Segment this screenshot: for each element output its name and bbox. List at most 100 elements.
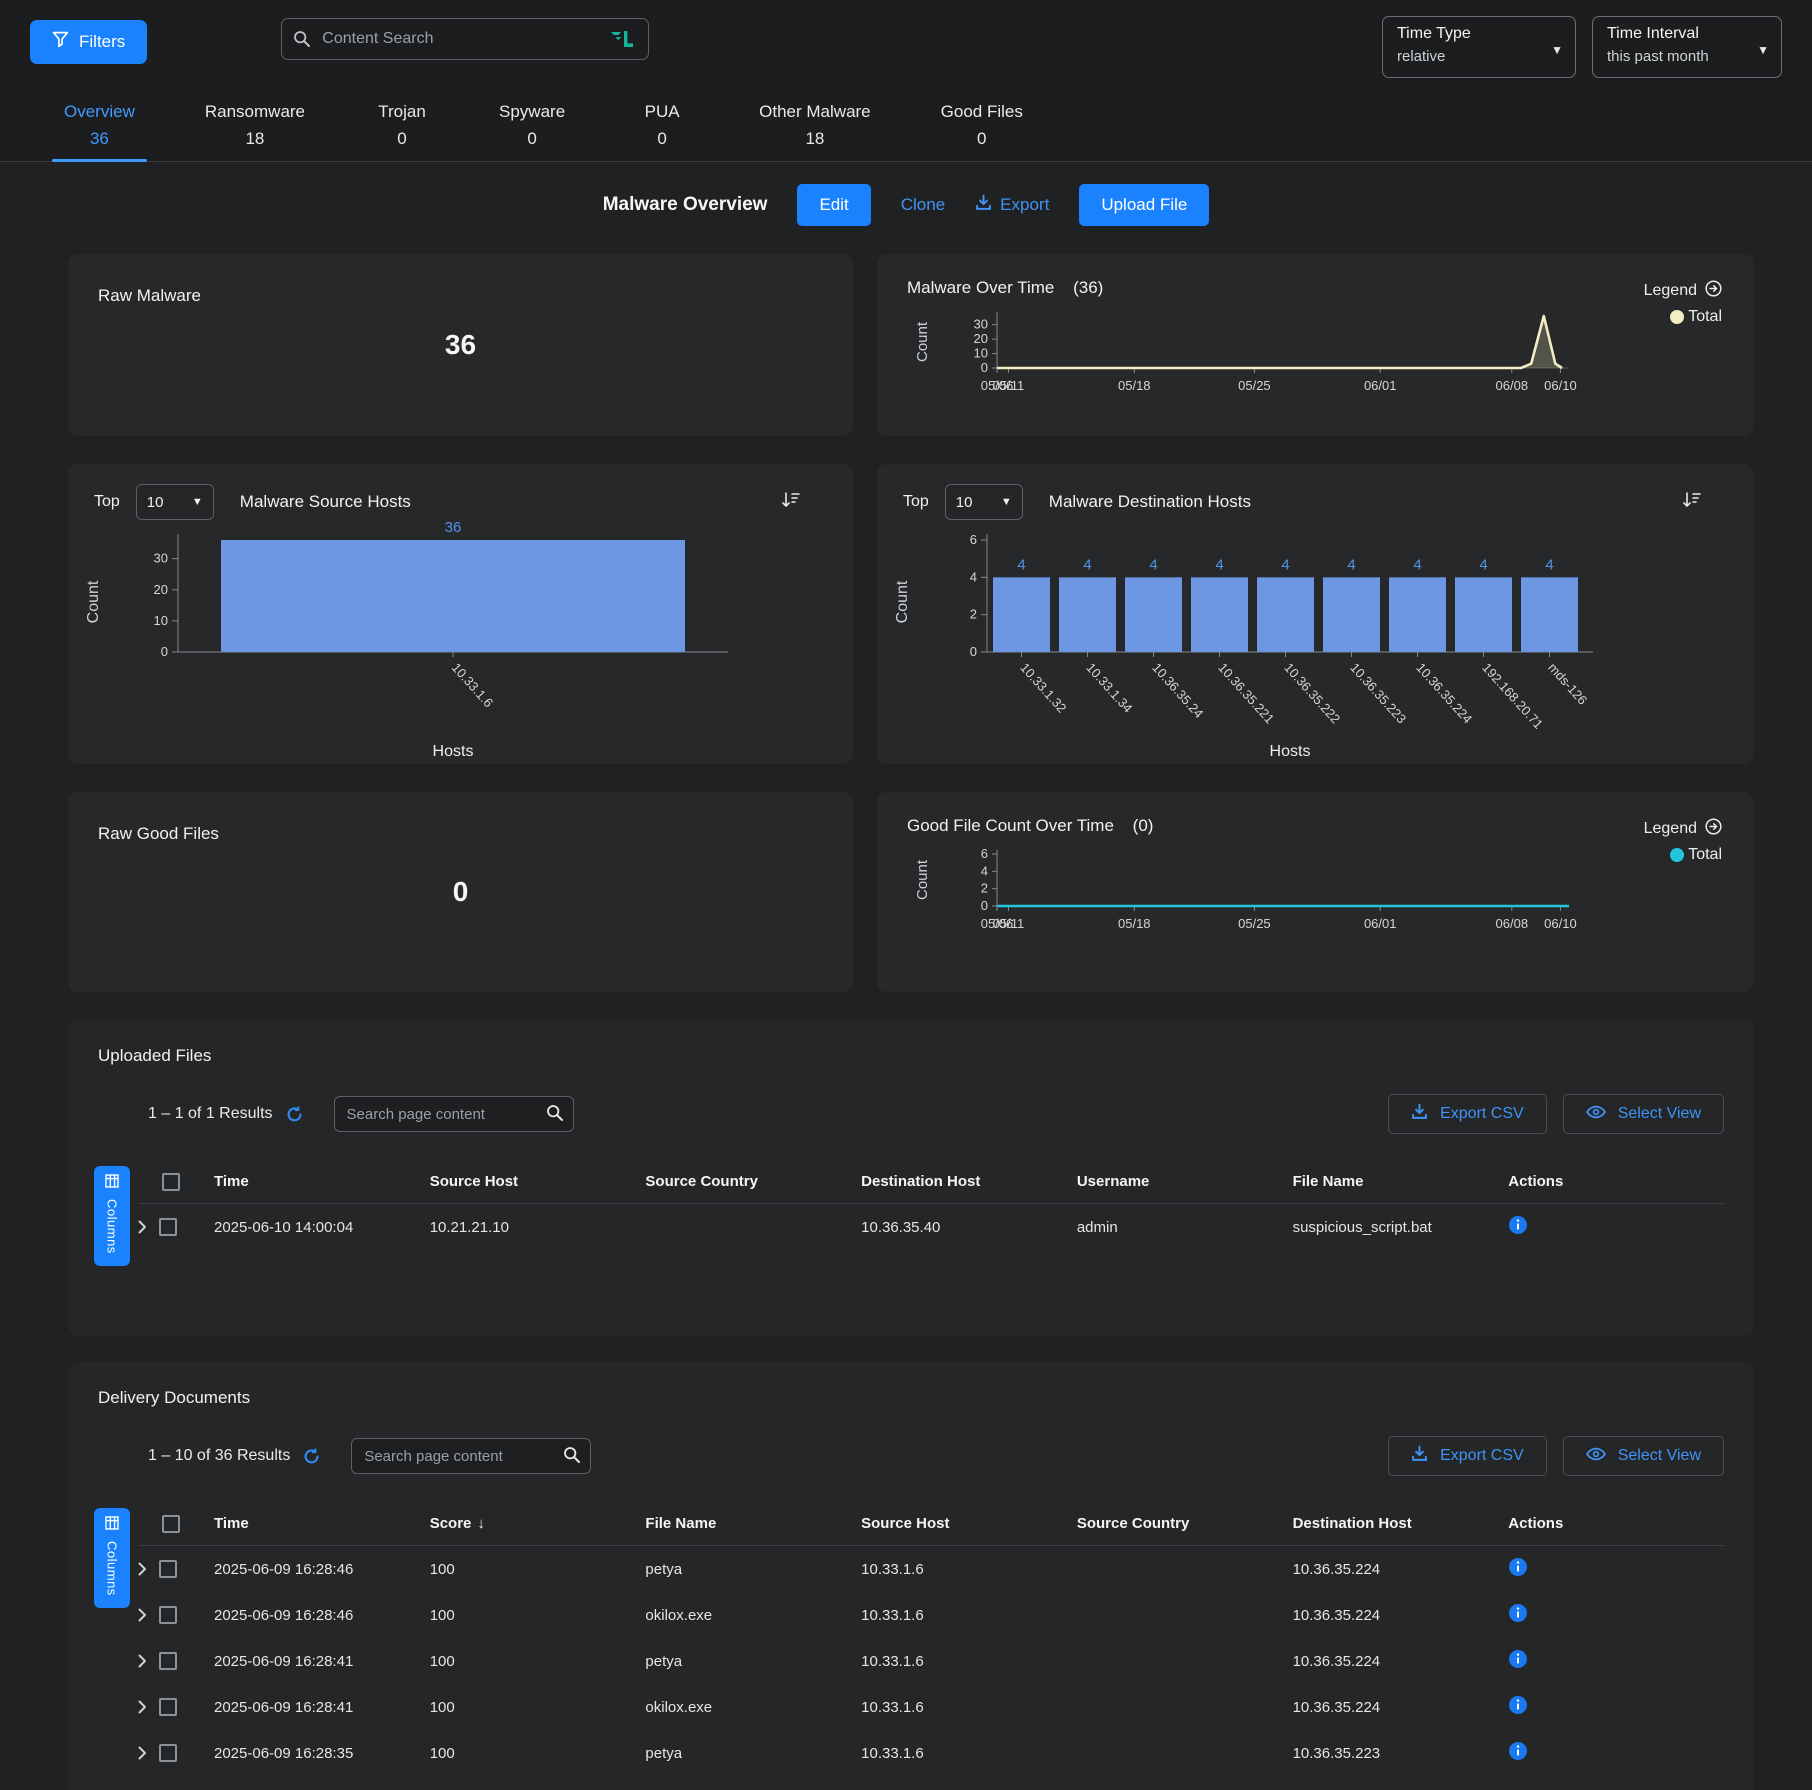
info-icon[interactable] (1508, 1215, 1528, 1235)
svg-text:05/25: 05/25 (1238, 916, 1271, 931)
tab-good-files[interactable]: Good Files 0 (929, 96, 1035, 161)
legend-item-total[interactable]: Total (1644, 308, 1722, 326)
info-icon[interactable] (1508, 1557, 1528, 1577)
page-search-input[interactable] (333, 1096, 574, 1132)
refresh-icon[interactable] (302, 1447, 321, 1466)
table-cell: 10.33.1.6 (861, 1652, 924, 1670)
select-view-button[interactable]: Select View (1562, 1436, 1724, 1476)
export-csv-button[interactable]: Export CSV (1388, 1436, 1547, 1476)
column-header-file-name[interactable]: File Name (645, 1515, 717, 1532)
svg-text:06/08: 06/08 (1496, 916, 1529, 931)
column-header-source-host[interactable]: Source Host (429, 1173, 519, 1190)
row-checkbox[interactable] (159, 1652, 177, 1670)
column-header-actions[interactable]: Actions (1508, 1515, 1564, 1532)
column-header-time[interactable]: Time (214, 1515, 249, 1532)
tab-ransomware[interactable]: Ransomware 18 (193, 96, 317, 161)
column-header-destination-host[interactable]: Destination Host (861, 1173, 981, 1190)
column-header-source-country[interactable]: Source Country (1076, 1515, 1190, 1532)
svg-text:Count: Count (914, 321, 931, 362)
upload-file-button[interactable]: Upload File (1079, 184, 1210, 226)
sort-descending-icon[interactable] (1682, 491, 1702, 514)
export-csv-button[interactable]: Export CSV (1388, 1094, 1547, 1134)
svg-text:6: 6 (981, 846, 988, 861)
row-checkbox[interactable] (159, 1560, 177, 1578)
legend-toggle[interactable]: Legend (1644, 280, 1722, 302)
svg-text:6: 6 (970, 532, 977, 547)
chart-title: Good File Count Over Time (907, 816, 1114, 835)
expand-row-chevron-icon[interactable] (138, 1654, 147, 1668)
table-header-row: Time Source Host Source Country Destination… (138, 1160, 1724, 1204)
time-type-dropdown[interactable]: Time Type relative ▼ (1382, 16, 1576, 78)
column-header-actions[interactable]: Actions (1508, 1173, 1564, 1190)
table-cell: 10.36.35.224 (1292, 1606, 1381, 1624)
row-checkbox[interactable] (159, 1606, 177, 1624)
tab-trojan[interactable]: Trojan 0 (363, 96, 441, 161)
svg-text:05/25: 05/25 (1238, 378, 1271, 393)
tab-other-malware[interactable]: Other Malware 18 (747, 96, 882, 161)
filter-funnel-icon (52, 31, 69, 53)
info-icon[interactable] (1508, 1603, 1528, 1623)
select-all-checkbox[interactable] (162, 1172, 180, 1191)
refresh-icon[interactable] (285, 1105, 304, 1124)
content-search-input[interactable] (281, 18, 650, 60)
download-icon (1411, 1445, 1428, 1467)
eye-icon (1585, 1104, 1606, 1125)
columns-tab[interactable]: Columns (94, 1166, 130, 1266)
info-icon[interactable] (1508, 1741, 1528, 1761)
expand-row-chevron-icon[interactable] (138, 1700, 147, 1714)
info-icon[interactable] (1508, 1695, 1528, 1715)
table-cell: 100 (429, 1652, 455, 1670)
column-header-source-country[interactable]: Source Country (645, 1173, 758, 1190)
malware-over-time-card: Malware Over Time (36) Legend Total (877, 254, 1754, 436)
svg-text:05/06: 05/06 (981, 916, 1014, 931)
row-checkbox[interactable] (159, 1218, 177, 1236)
table-cell: 10.36.35.224 (1292, 1560, 1381, 1578)
export-button[interactable]: Export (975, 194, 1049, 216)
category-tabs: Overview 36 Ransomware 18 Trojan 0 Spyware 0 PUA… (0, 88, 1812, 162)
expand-row-chevron-icon[interactable] (138, 1220, 147, 1234)
info-icon[interactable] (1508, 1649, 1528, 1669)
select-view-button[interactable]: Select View (1562, 1094, 1724, 1134)
columns-tab[interactable]: Columns (94, 1508, 130, 1608)
tab-overview[interactable]: Overview 36 (52, 96, 147, 162)
row-checkbox[interactable] (159, 1698, 177, 1716)
source-hosts-card: Top 10 ▼ Malware Source Hosts Count 0 10 20… (68, 464, 853, 764)
tab-pua[interactable]: PUA 0 (623, 96, 701, 161)
column-header-score[interactable]: Score ↓ (429, 1515, 485, 1532)
column-header-file-name[interactable]: File Name (1292, 1173, 1364, 1190)
column-header-destination-host[interactable]: Destination Host (1292, 1515, 1412, 1532)
legend: Legend Total (1644, 818, 1722, 864)
raw-good-files-value: 0 (452, 876, 469, 907)
expand-row-chevron-icon[interactable] (138, 1746, 147, 1760)
column-header-source-host[interactable]: Source Host (861, 1515, 950, 1532)
legend-item-total[interactable]: Total (1644, 846, 1722, 864)
tab-spyware[interactable]: Spyware 0 (487, 96, 577, 161)
search-icon (293, 30, 311, 53)
edit-button[interactable]: Edit (797, 184, 871, 226)
uploaded-files-table: Time Source Host Source Country Destination… (138, 1160, 1724, 1250)
svg-text:10.36.35.224: 10.36.35.224 (1413, 660, 1475, 726)
legend: Legend Total (1644, 280, 1722, 326)
sort-descending-icon[interactable] (781, 491, 801, 514)
page-search-input[interactable] (351, 1438, 592, 1474)
chevron-down-icon: ▼ (1551, 43, 1563, 57)
top-n-select[interactable]: 10 ▼ (135, 484, 214, 520)
column-header-time[interactable]: Time (214, 1173, 249, 1190)
select-all-checkbox[interactable] (162, 1514, 180, 1533)
table-row: 2025-06-10 14:00:04 10.21.21.10 10.36.35.4… (138, 1204, 1724, 1250)
dest-hosts-svg: Count 0 2 4 6 4 10.33.1.32 4 10.33.1.34 4 10.36.35… (894, 532, 1593, 760)
svg-text:10.36.35.221: 10.36.35.221 (1215, 660, 1277, 726)
row-checkbox[interactable] (159, 1744, 177, 1762)
legend-toggle[interactable]: Legend (1644, 818, 1722, 840)
expand-row-chevron-icon[interactable] (138, 1562, 147, 1576)
query-builder-icon[interactable] (609, 28, 635, 55)
table-cell: 2025-06-09 16:28:41 (214, 1652, 354, 1670)
expand-row-chevron-icon[interactable] (138, 1608, 147, 1622)
time-interval-dropdown[interactable]: Time Interval this past month ▼ (1592, 16, 1782, 78)
column-header-username[interactable]: Username (1076, 1173, 1150, 1190)
dashboard-content: Raw Malware 36 Malware Over Time (36) Le… (0, 236, 1812, 1790)
filters-button[interactable]: Filters (30, 20, 148, 64)
top-n-select[interactable]: 10 ▼ (944, 484, 1023, 520)
clone-button[interactable]: Clone (900, 195, 946, 214)
